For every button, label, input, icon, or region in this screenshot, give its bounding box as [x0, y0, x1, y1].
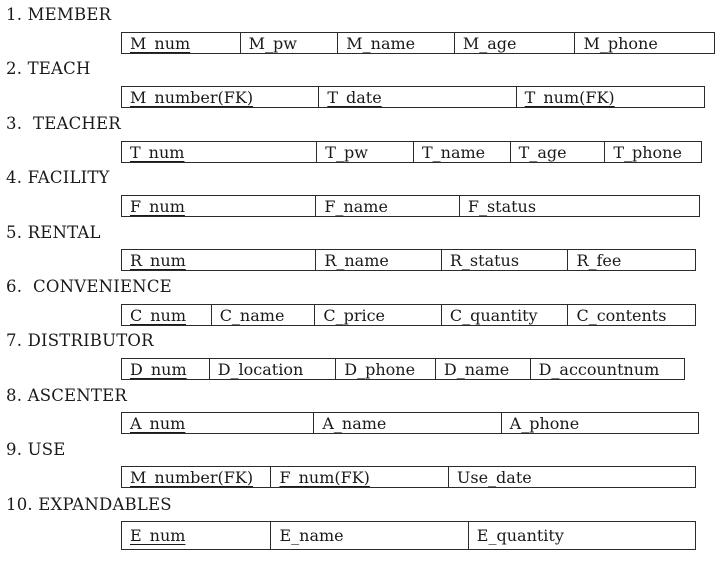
attribute-d-location: D_location — [208, 359, 336, 379]
attribute-m-num: M_num — [130, 34, 191, 53]
attribute-m-age: M_age — [453, 33, 575, 53]
entity-table-ascenter: A_num A_name A_phone — [121, 412, 699, 434]
attribute-r-name: R_name — [315, 250, 441, 270]
attribute-m-number-fk: M_number(FK) — [130, 88, 254, 107]
entity-table-teacher: T_num T_pw T_name T_age T_phone — [121, 141, 702, 163]
attribute-t-age: T_age — [509, 142, 605, 162]
entity-table-facility: F_num F_name F_status — [121, 195, 700, 217]
entity-table-use: M_number(FK) F_num(FK) Use_date — [121, 466, 696, 488]
attribute-f-num-fk: F_num(FK) — [270, 467, 447, 487]
attribute-a-name: A_name — [313, 413, 500, 433]
attribute-d-phone: D_phone — [335, 359, 435, 379]
entity-title-teacher: 3. TEACHER — [6, 114, 121, 133]
entity-table-convenience: C_num C_name C_price C_quantity C_conten… — [121, 304, 696, 326]
attribute-t-name: T_name — [412, 142, 510, 162]
attribute-d-name: D_name — [434, 359, 530, 379]
entity-title-rental: 5. RENTAL — [6, 223, 101, 242]
attribute-c-quantity: C_quantity — [440, 305, 568, 325]
attribute-r-fee: R_fee — [567, 250, 695, 270]
attribute-m-name: M_name — [337, 33, 454, 53]
entity-title-ascenter: 8. ASCENTER — [6, 386, 127, 405]
attribute-t-date: T_date — [318, 87, 515, 107]
entity-table-member: M_num M_pw M_name M_age M_phone — [121, 32, 715, 54]
attribute-m-pw: M_pw — [239, 33, 338, 53]
entity-table-expandables: E_num E_name E_quantity — [121, 521, 696, 550]
attribute-c-name: C_name — [210, 305, 315, 325]
attribute-t-phone: T_phone — [604, 142, 701, 162]
attribute-m-number-fk: M_number(FK) — [130, 468, 254, 487]
attribute-m-phone: M_phone — [574, 33, 714, 53]
attribute-e-name: E_name — [270, 522, 467, 549]
attribute-t-pw: T_pw — [316, 142, 413, 162]
attribute-d-num: D_num — [130, 360, 187, 379]
attribute-c-price: C_price — [314, 305, 441, 325]
entity-table-distributor: D_num D_location D_phone D_name D_accoun… — [121, 358, 685, 380]
attribute-r-num: R_num — [130, 251, 186, 270]
entity-title-facility: 4. FACILITY — [6, 168, 110, 187]
attribute-r-status: R_status — [440, 250, 568, 270]
entity-title-member: 1. MEMBER — [6, 5, 112, 24]
attribute-f-num: F_num — [130, 197, 185, 216]
attribute-t-num-fk: T_num(FK) — [515, 87, 704, 107]
attribute-f-status: F_status — [458, 196, 699, 216]
attribute-c-num: C_num — [130, 306, 187, 325]
attribute-f-name: F_name — [315, 196, 459, 216]
attribute-e-num: E_num — [130, 526, 186, 545]
attribute-e-quantity: E_quantity — [467, 522, 695, 549]
entity-title-convenience: 6. CONVENIENCE — [6, 277, 172, 296]
attribute-d-accountnum: D_accountnum — [529, 359, 684, 379]
entity-table-teach: M_number(FK) T_date T_num(FK) — [121, 86, 705, 108]
entity-table-rental: R_num R_name R_status R_fee — [121, 249, 696, 271]
attribute-a-num: A_num — [130, 414, 186, 433]
attribute-c-contents: C_contents — [567, 305, 695, 325]
entity-title-expandables: 10. EXPANDABLES — [6, 495, 172, 514]
entity-title-teach: 2. TEACH — [6, 59, 91, 78]
entity-title-use: 9. USE — [6, 440, 66, 459]
attribute-use-date: Use_date — [447, 467, 695, 487]
entity-title-distributor: 7. DISTRIBUTOR — [6, 331, 154, 350]
attribute-t-num: T_num — [130, 143, 185, 162]
attribute-a-phone: A_phone — [500, 413, 698, 433]
